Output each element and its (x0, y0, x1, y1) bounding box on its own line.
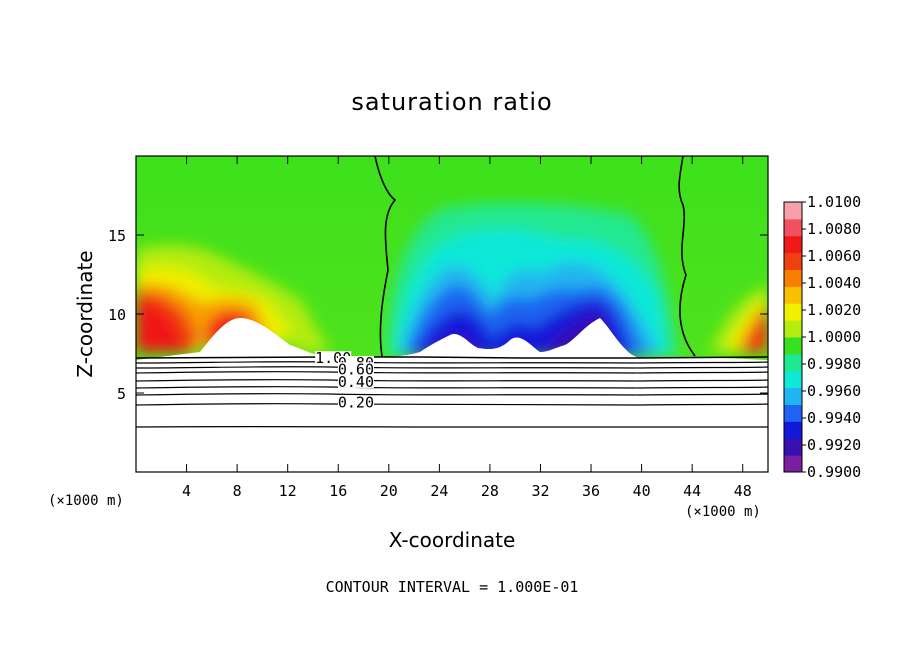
colorbar-swatch (784, 404, 802, 422)
contour-label: 0.20 (338, 393, 374, 411)
colorbar-label: 0.9920 (807, 436, 861, 454)
colorbar-swatch (784, 455, 802, 473)
x-tick-label: 24 (430, 482, 448, 500)
colorbar-swatch (784, 303, 802, 321)
colorbar-label: 1.0000 (807, 328, 861, 346)
x-tick-label: 16 (329, 482, 347, 500)
colorbar-label: 1.0100 (807, 193, 861, 211)
x-tick-label: 48 (734, 482, 752, 500)
y-tick-label: 5 (117, 385, 126, 403)
colorbar-swatch (784, 269, 802, 287)
colorbar-label: 0.9940 (807, 409, 861, 427)
colorbar: 1.0100 1.0080 1.0060 1.0040 1.0020 1.0000 0.99… (783, 193, 861, 481)
colorbar-swatch (784, 421, 802, 439)
colorbar-swatch (784, 235, 802, 254)
x-tick-label: 12 (279, 482, 297, 500)
x-unit-label-left: (×1000 m) (48, 493, 124, 509)
contour-label: 0.60 (338, 360, 374, 378)
colorbar-swatch (784, 320, 802, 338)
colorbar-label: 0.9900 (807, 463, 861, 481)
x-axis: 4 8 12 16 20 24 28 32 36 40 44 48 (182, 156, 752, 500)
x-tick-label: 40 (633, 482, 651, 500)
x-tick-label: 4 (182, 482, 191, 500)
x-tick-label: 36 (582, 482, 600, 500)
colorbar-label: 1.0020 (807, 301, 861, 319)
x-tick-label: 8 (233, 482, 242, 500)
y-tick-label: 15 (108, 227, 126, 245)
colorbar-swatch (784, 353, 802, 372)
x-tick-label: 20 (380, 482, 398, 500)
colorbar-swatch (784, 370, 802, 389)
contour-label-bg (337, 395, 374, 409)
colorbar-label: 1.0060 (807, 247, 861, 265)
x-tick-label: 32 (531, 482, 549, 500)
chart-title: saturation ratio (351, 88, 553, 116)
colorbar-label: 1.0040 (807, 274, 861, 292)
colorbar-swatch (784, 438, 802, 456)
y-tick-label: 10 (108, 306, 126, 324)
y-axis-title: Z-coordinate (73, 250, 97, 377)
colorbar-swatch (784, 218, 802, 237)
colorbar-swatch (784, 202, 802, 220)
x-unit-label-right: (×1000 m) (685, 504, 761, 520)
colorbar-label: 1.0080 (807, 220, 861, 238)
colorbar-swatch (784, 252, 802, 270)
x-tick-label: 44 (683, 482, 701, 500)
colorbar-label: 0.9960 (807, 382, 861, 400)
contour-labels: 1.000.800.600.400.20 (315, 349, 374, 411)
contour-label: 0.40 (338, 373, 374, 391)
x-tick-label: 28 (481, 482, 499, 500)
y-axis: 5 10 15 (108, 227, 768, 403)
colorbar-swatch (784, 387, 802, 405)
colorbar-swatch (784, 286, 802, 304)
contour-interval-note: CONTOUR INTERVAL = 1.000E-01 (325, 578, 579, 596)
colorbar-swatch (784, 337, 802, 355)
contour-label-bg (337, 362, 374, 376)
contour-label-bg (337, 374, 374, 388)
x-axis-title: X-coordinate (389, 528, 516, 552)
colorbar-label: 0.9980 (807, 355, 861, 373)
saturation-field (136, 156, 768, 472)
